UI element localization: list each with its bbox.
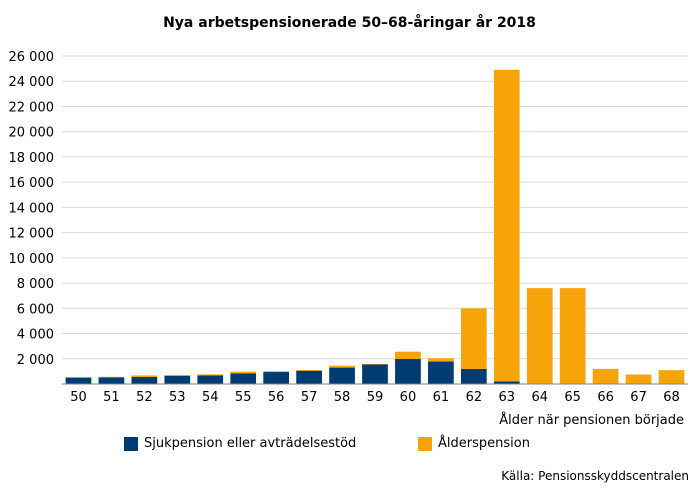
- bar-alderspension-67: [625, 374, 652, 384]
- bar-alderspension-66: [592, 368, 619, 384]
- legend-item-sjukpension: Sjukpension eller avträdelsestöd: [124, 436, 356, 451]
- bar-alderspension-65: [559, 288, 586, 384]
- x-tick-label: 58: [334, 390, 351, 405]
- bar-alderspension-50: [65, 376, 92, 378]
- bar-alderspension-64: [526, 288, 553, 384]
- y-tick-label: 14 000: [9, 201, 55, 216]
- bar-sjukpension-61: [428, 361, 454, 384]
- chart-title: Nya arbetspensionerade 50–68-åringar år …: [163, 15, 536, 31]
- x-tick-label: 67: [630, 390, 647, 405]
- bar-sjukpension-63: [493, 381, 520, 384]
- bar-alderspension-54: [197, 374, 224, 376]
- bar-sjukpension-59: [362, 364, 388, 384]
- x-tick-label: 60: [400, 390, 417, 405]
- y-tick-label: 4 000: [17, 328, 54, 343]
- y-tick-label: 10 000: [9, 252, 55, 267]
- x-tick-label: 56: [268, 390, 285, 405]
- bar-sjukpension-62: [460, 368, 487, 384]
- bar-sjukpension-54: [197, 375, 224, 384]
- x-tick-label: 54: [202, 390, 219, 405]
- legend-swatch-sjukpension: [124, 436, 138, 451]
- x-tick-label: 52: [136, 390, 153, 405]
- bar-sjukpension-55: [230, 373, 257, 384]
- y-tick-label: 20 000: [9, 126, 55, 141]
- x-tick-label: 66: [597, 390, 614, 405]
- y-tick-label: 24 000: [9, 75, 55, 90]
- bar-sjukpension-58: [329, 367, 355, 384]
- y-axis-ticks: 2 000 4 000 6 000 8 000 10 000 12 000 14 000 16…: [9, 50, 55, 368]
- bar-alderspension-63: [493, 69, 520, 382]
- x-tick-label: 53: [169, 390, 186, 405]
- x-tick-label: 50: [70, 390, 87, 405]
- bar-sjukpension-53: [164, 375, 191, 384]
- bar-alderspension-58: [329, 365, 355, 368]
- x-tick-label: 63: [499, 390, 516, 405]
- bar-alderspension-55: [230, 371, 257, 374]
- legend-swatch-alderspension: [418, 436, 432, 451]
- bars: [65, 69, 685, 384]
- x-tick-label: 59: [367, 390, 384, 405]
- y-tick-label: 12 000: [9, 227, 55, 242]
- x-tick-label: 57: [301, 390, 318, 405]
- y-tick-label: 26 000: [9, 50, 55, 65]
- y-tick-label: 2 000: [17, 353, 54, 368]
- bar-alderspension-51: [98, 376, 125, 378]
- source-note: Källa: Pensionsskyddscentralen: [501, 469, 689, 483]
- bar-alderspension-59: [362, 363, 388, 365]
- x-axis-label: Ålder när pensionen började: [499, 412, 684, 428]
- legend-label-sjukpension: Sjukpension eller avträdelsestöd: [144, 436, 357, 451]
- legend-label-alderspension: Ålderspension: [438, 436, 530, 451]
- x-tick-label: 61: [433, 390, 450, 405]
- bar-sjukpension-57: [296, 370, 322, 384]
- bar-alderspension-68: [658, 370, 685, 384]
- bar-sjukpension-52: [131, 376, 158, 384]
- bar-alderspension-61: [428, 358, 454, 362]
- y-tick-label: 22 000: [9, 100, 55, 115]
- bar-sjukpension-50: [65, 377, 92, 384]
- bar-alderspension-53: [164, 374, 191, 376]
- bar-alderspension-60: [395, 351, 421, 360]
- x-tick-label: 55: [235, 390, 252, 405]
- x-tick-label: 51: [103, 390, 120, 405]
- legend-item-alderspension: Ålderspension: [418, 436, 530, 451]
- bar-sjukpension-51: [98, 377, 125, 384]
- x-axis-ticks: 50 51 52 53 54 55 56 57 58 59 60 61 62 63 64 65 66 67 68: [70, 390, 680, 405]
- y-tick-label: 8 000: [17, 277, 54, 292]
- x-tick-label: 64: [531, 390, 548, 405]
- x-tick-label: 65: [564, 390, 581, 405]
- gridlines: [62, 55, 688, 360]
- y-tick-label: 16 000: [9, 176, 55, 191]
- bar-alderspension-52: [131, 375, 158, 377]
- y-tick-label: 18 000: [9, 151, 55, 166]
- bar-alderspension-57: [296, 369, 322, 371]
- bar-sjukpension-60: [395, 359, 421, 384]
- bar-sjukpension-56: [263, 372, 290, 384]
- bar-alderspension-62: [460, 308, 487, 369]
- y-tick-label: 6 000: [17, 302, 54, 317]
- bar-alderspension-56: [263, 371, 290, 373]
- x-tick-label: 68: [663, 390, 680, 405]
- x-tick-label: 62: [466, 390, 483, 405]
